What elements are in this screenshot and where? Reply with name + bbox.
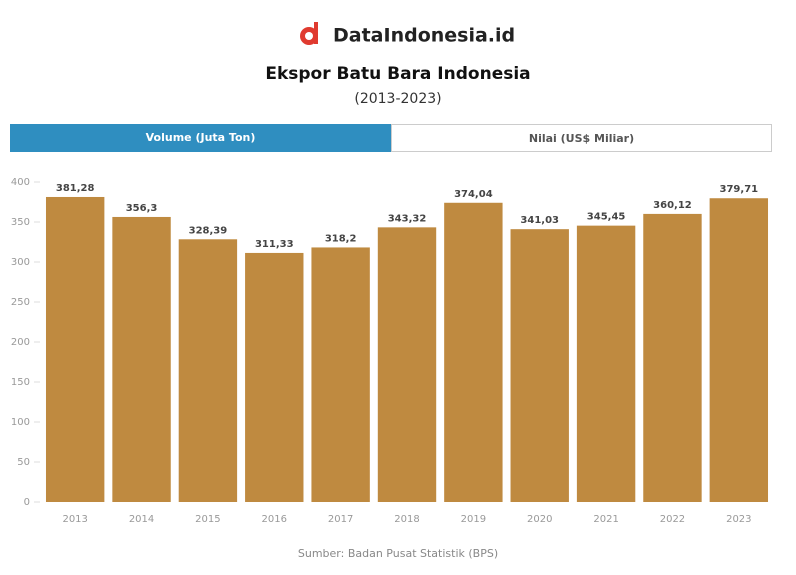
- y-tick-label: 300: [11, 257, 30, 268]
- bar: [112, 216, 171, 502]
- y-tick-label: 400: [11, 177, 30, 188]
- y-tick-label: 100: [11, 417, 30, 428]
- x-tick-label: 2020: [527, 514, 552, 525]
- x-tick-label: 2014: [129, 514, 154, 525]
- brand: DataIndonesia.id: [333, 25, 515, 47]
- chart-title: Ekspor Batu Bara Indonesia: [265, 64, 530, 84]
- value-label: 318,2: [325, 233, 357, 244]
- value-label: 345,45: [587, 212, 626, 223]
- bar: [576, 225, 636, 502]
- value-label: 381,28: [56, 183, 95, 194]
- x-tick-label: 2013: [62, 514, 87, 525]
- x-tick-label: 2018: [394, 514, 419, 525]
- tab-value[interactable]: Nilai (US$ Miliar): [391, 124, 772, 152]
- value-label: 341,03: [520, 215, 559, 226]
- value-label: 343,32: [388, 213, 427, 224]
- value-label: 356,3: [126, 203, 158, 214]
- bar: [178, 239, 238, 502]
- y-tick-label: 250: [11, 297, 30, 308]
- y-tick-label: 0: [24, 497, 30, 508]
- x-tick-label: 2015: [195, 514, 220, 525]
- y-tick-label: 200: [11, 337, 30, 348]
- source: Sumber: Badan Pusat Statistik (BPS): [298, 547, 498, 560]
- chart-subtitle: (2013-2023): [354, 91, 441, 107]
- value-label: 379,71: [720, 184, 759, 195]
- x-tick-label: 2016: [262, 514, 287, 525]
- logo: [300, 22, 318, 45]
- bar: [45, 196, 105, 502]
- x-tick-label: 2023: [726, 514, 751, 525]
- bar: [245, 252, 304, 502]
- bar: [444, 202, 503, 502]
- bar: [510, 229, 569, 502]
- y-tick-label: 150: [11, 377, 30, 388]
- bar: [709, 198, 769, 502]
- value-label: 374,04: [454, 189, 493, 200]
- y-tick-label: 50: [17, 457, 30, 468]
- x-tick-label: 2021: [593, 514, 618, 525]
- bar: [311, 247, 370, 502]
- value-label: 311,33: [255, 239, 294, 250]
- x-tick-label: 2017: [328, 514, 353, 525]
- x-tick-label: 2022: [660, 514, 685, 525]
- value-label: 328,39: [189, 225, 228, 236]
- value-label: 360,12: [653, 200, 692, 211]
- y-tick-label: 350: [11, 217, 30, 228]
- bar: [643, 213, 702, 503]
- bar: [377, 227, 437, 502]
- x-tick-label: 2019: [461, 514, 486, 525]
- tab-volume[interactable]: Volume (Juta Ton): [10, 124, 391, 152]
